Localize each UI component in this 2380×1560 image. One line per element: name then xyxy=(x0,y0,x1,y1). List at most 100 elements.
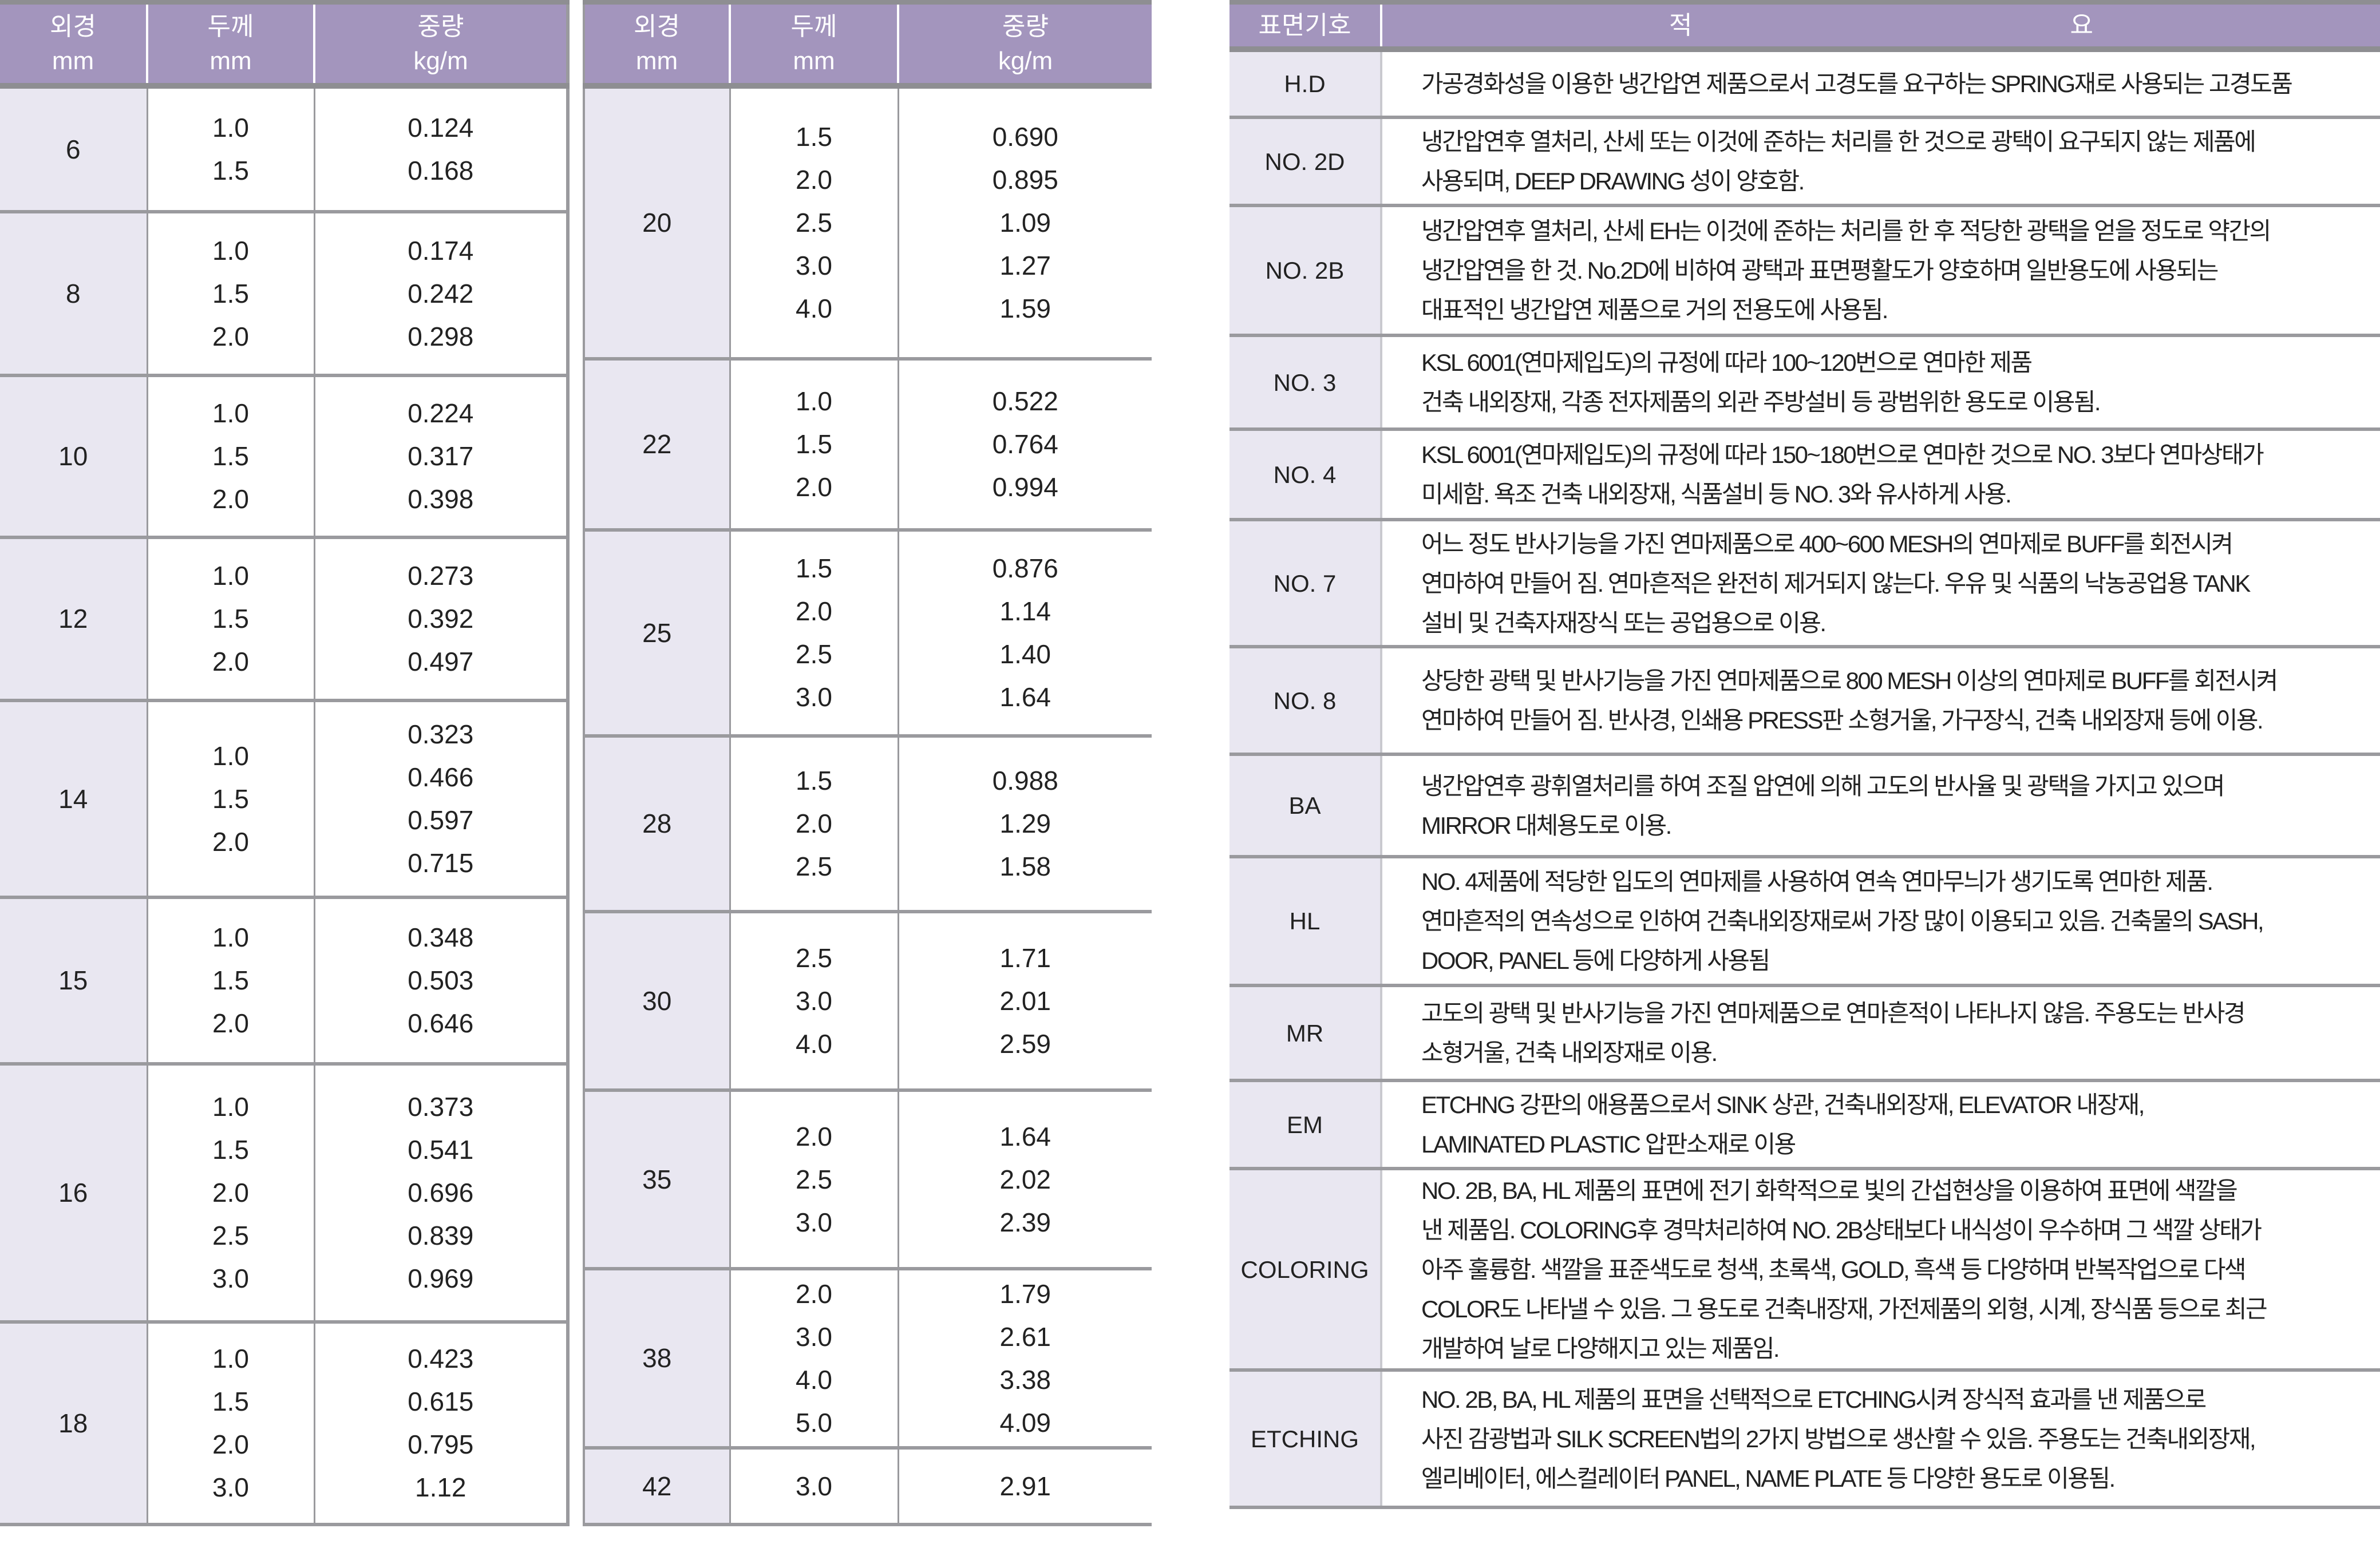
thickness-value: 3.0 xyxy=(796,985,832,1016)
table-row: HL NO. 4제품에 적당한 입도의 연마제를 사용하여 연속 연마무늬가 생기… xyxy=(1229,857,2380,987)
weight-value: 0.348 xyxy=(408,922,474,952)
table-row: 8 1.0 1.5 2.0 0.174 0.242 0.298 xyxy=(0,212,568,377)
column-header-unit: mm xyxy=(635,46,678,75)
thickness-value: 2.0 xyxy=(796,809,832,838)
weight-value: 0.969 xyxy=(408,1264,474,1293)
column-header-unit: mm xyxy=(793,46,835,75)
description-line: 낸 제품임. COLORING후 경막처리하여 NO. 2B상태보다 내식성이 … xyxy=(1421,1216,2262,1244)
column-header-unit: mm xyxy=(52,46,94,75)
weight-table-right: 외경 mm 두께 mm 중량 kg/m 20 1.5 2.0 2.5 3.0 4.0 0.690 0.89… xyxy=(583,0,1152,1526)
outer-diameter-cell: 16 xyxy=(0,1064,147,1324)
header-char: 요 xyxy=(2070,11,2093,39)
thickness-value: 1.5 xyxy=(212,441,249,471)
thickness-value: 4.0 xyxy=(796,1364,832,1395)
thickness-value: 2.0 xyxy=(212,826,249,857)
table-row: NO. 4 KSL 6001(연마제입도)의 규정에 따라 150~180번으로 … xyxy=(1229,429,2380,521)
description-line: 연마하여 만들어 짐. 연마흔적은 완전히 제거되지 않는다. 우유 및 식품의… xyxy=(1421,569,2251,597)
description-line: 냉간압연후 광휘열처리를 하여 조질 압연에 의해 고도의 반사율 및 광택을 … xyxy=(1421,772,2225,799)
description-line: 대표적인 냉간압연 제품으로 거의 전용도에 사용됨. xyxy=(1421,296,1888,323)
thickness-value: 2.0 xyxy=(212,1008,249,1038)
description-line: 미세함. 욕조 건축 내외장재, 식품설비 등 NO. 3와 유사하게 사용. xyxy=(1421,481,2012,508)
surface-code-cell: NO. 4 xyxy=(1229,429,1381,521)
thickness-cell: 1.0 1.5 2.0 3.0 xyxy=(146,1322,314,1526)
weight-value: 0.503 xyxy=(408,965,474,995)
weight-value: 0.242 xyxy=(408,278,474,308)
description-line: 소형거울, 건축 내외장재로 이용. xyxy=(1421,1039,1718,1066)
description-line: 건축 내외장재, 각종 전자제품의 외관 주방설비 등 광범위한 용도로 이용됨… xyxy=(1421,389,2101,415)
weight-cell: 1.79 2.61 3.38 4.09 xyxy=(897,1269,1152,1450)
thickness-value: 2.0 xyxy=(212,1430,249,1459)
thickness-value: 4.0 xyxy=(796,1028,832,1059)
thickness-value: 2.0 xyxy=(796,165,832,195)
column-header: 두께 mm xyxy=(146,0,314,89)
outer-diameter-cell: 28 xyxy=(584,736,730,913)
thickness-value: 3.0 xyxy=(212,1472,249,1502)
surface-code-cell: NO. 2B xyxy=(1229,205,1381,337)
weight-value: 1.09 xyxy=(999,208,1051,237)
weight-value: 1.58 xyxy=(999,852,1051,881)
column-header-label: 두께 xyxy=(207,12,254,41)
table-row: 28 1.5 2.0 2.5 0.988 1.29 1.58 xyxy=(584,736,1152,913)
table-row: 10 1.0 1.5 2.0 0.224 0.317 0.398 xyxy=(0,375,568,539)
weight-cell: 0.323 0.466 0.597 0.715 xyxy=(313,700,568,899)
thickness-value: 4.0 xyxy=(796,294,832,323)
thickness-value: 1.5 xyxy=(212,1387,249,1416)
thickness-value: 1.5 xyxy=(212,783,249,814)
thickness-value: 3.0 xyxy=(212,1264,249,1293)
thickness-value: 1.5 xyxy=(796,122,832,152)
thickness-value: 1.5 xyxy=(212,965,249,995)
weight-value: 0.273 xyxy=(408,561,474,591)
outer-diameter-cell: 18 xyxy=(0,1322,147,1526)
weight-cell: 0.690 0.895 1.09 1.27 1.59 xyxy=(897,86,1152,361)
table-row: 42 3.0 2.91 xyxy=(584,1448,1152,1526)
thickness-value: 2.0 xyxy=(796,1278,832,1309)
surface-code-cell: NO. 8 xyxy=(1229,647,1381,756)
thickness-cell: 1.0 1.5 xyxy=(146,86,314,213)
thickness-cell: 1.0 1.5 2.0 xyxy=(729,359,898,532)
outer-diameter-cell: 38 xyxy=(584,1269,730,1450)
thickness-value: 1.0 xyxy=(212,922,249,952)
description-line: ETCHNG 강판의 애용품으로서 SINK 상관, 건축내외장재, ELEVA… xyxy=(1421,1091,2145,1118)
outer-diameter-cell: 42 xyxy=(584,1448,730,1526)
table-row: 12 1.0 1.5 2.0 0.273 0.392 0.497 xyxy=(0,537,568,702)
table-row: BA 냉간압연후 광휘열처리를 하여 조질 압연에 의해 고도의 반사율 및 광택… xyxy=(1229,754,2380,858)
column-header-label: 중량 xyxy=(417,12,464,41)
thickness-value: 1.0 xyxy=(212,235,249,266)
table-row: 35 2.0 2.5 3.0 1.64 2.02 2.39 xyxy=(584,1090,1152,1270)
thickness-cell: 1.0 1.5 2.0 2.5 3.0 xyxy=(146,1064,314,1324)
weight-value: 0.124 xyxy=(408,113,474,142)
weight-cell: 0.522 0.764 0.994 xyxy=(897,359,1152,532)
column-header-label: 외경 xyxy=(50,12,96,41)
thickness-value: 3.0 xyxy=(796,251,832,280)
thickness-value: 2.5 xyxy=(212,1221,249,1250)
weight-value: 0.317 xyxy=(408,441,474,471)
thickness-cell: 1.0 1.5 2.0 xyxy=(146,212,314,377)
weight-value: 1.64 xyxy=(999,1121,1051,1151)
weight-value: 0.224 xyxy=(408,398,474,428)
weight-cell: 0.174 0.242 0.298 xyxy=(313,212,568,377)
weight-value: 0.895 xyxy=(992,165,1058,195)
description-line: 연마흔적의 연속성으로 인하여 건축내외장재로써 가장 많이 이용되고 있음. … xyxy=(1421,908,2264,935)
column-header: 중량 kg/m xyxy=(313,0,568,89)
outer-diameter-cell: 8 xyxy=(0,212,147,377)
column-header-unit: mm xyxy=(209,46,252,75)
description-cell: NO. 2B, BA, HL 제품의 표면에 전기 화학적으로 빛의 간섭현상을… xyxy=(1380,1169,2380,1372)
weight-value: 4.09 xyxy=(999,1407,1051,1438)
weight-value: 0.466 xyxy=(408,762,474,792)
table-row: NO. 7 어느 정도 반사기능을 가진 연마제품으로 400~600 MESH의… xyxy=(1229,520,2380,648)
thickness-value: 1.0 xyxy=(212,1092,249,1122)
table-row: 38 2.0 3.0 4.0 5.0 1.79 2.61 3.38 4.09 xyxy=(584,1269,1152,1450)
weight-value: 0.174 xyxy=(408,235,474,266)
weight-value: 0.168 xyxy=(408,156,474,185)
weight-value: 0.423 xyxy=(408,1344,474,1373)
thickness-cell: 1.0 1.5 2.0 xyxy=(146,375,314,539)
weight-value: 2.01 xyxy=(999,985,1051,1016)
weight-cell: 0.423 0.615 0.795 1.12 xyxy=(313,1322,568,1526)
thickness-value: 3.0 xyxy=(796,1207,832,1237)
surface-code-cell: NO. 2D xyxy=(1229,117,1381,207)
description-line: 아주 훌륭함. 색깔을 표준색도로 청색, 초록색, GOLD, 흑색 등 다양… xyxy=(1421,1256,2247,1283)
thickness-value: 2.5 xyxy=(796,639,832,669)
description-cell: KSL 6001(연마제입도)의 규정에 따라 150~180번으로 연마한 것… xyxy=(1380,429,2380,521)
table-row: 25 1.5 2.0 2.5 3.0 0.876 1.14 1.40 1.64 xyxy=(584,530,1152,738)
